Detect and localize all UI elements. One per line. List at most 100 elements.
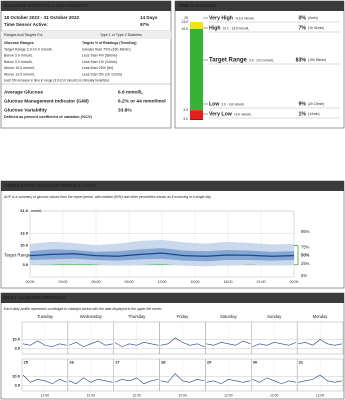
day-trace [114, 377, 159, 385]
x-tick-label: 15:00 [191, 280, 200, 284]
day-trace [68, 340, 113, 348]
stats-title: GLUCOSE STATISTICS AND TARGETS [4, 3, 88, 8]
day-date: 26 [69, 360, 74, 365]
y-unit: mmol/L [31, 209, 42, 213]
y-tick-label: 13.9 [20, 230, 29, 235]
targets-header-left: Ranges And Targets For [4, 33, 43, 37]
targets-header-right: Type 1 or Type 2 Diabetes [100, 33, 142, 37]
weekday: Monday [313, 314, 329, 319]
day-trace [252, 342, 297, 348]
median-line [29, 252, 295, 257]
target-goal: Less than 1% (14min) [82, 60, 117, 64]
tir-time: (2h 10min) [308, 102, 324, 106]
agp-header [1, 181, 344, 191]
x-tick-label: 12:00 [270, 393, 279, 397]
target-goal: Greater than 70% (16h 48min) [82, 47, 131, 51]
tir-time: (19h 55min) [308, 58, 326, 62]
daily-title: DAILY GLUCOSE PROFILES [4, 295, 66, 300]
y-tick-label: 10.0 [20, 243, 29, 248]
day-trace [252, 377, 297, 385]
x-tick-label: 18:00 [224, 280, 233, 284]
x-tick-label: 12:00 [41, 393, 50, 397]
tir-name: Low [209, 101, 220, 107]
tir-percent: 0% [299, 15, 307, 21]
tir-name: Very Low [209, 111, 233, 117]
percentile-band [30, 248, 294, 262]
y-tick-label: 21.0 [20, 208, 29, 213]
daily-header [1, 293, 344, 303]
tir-time: (0min) [308, 16, 318, 20]
metric-label: Glucose Variability [4, 107, 47, 113]
weekday: Tuesday [37, 314, 54, 319]
percentile-label: 75% [301, 244, 310, 249]
target-goal: Less than 5% (1h 12min) [82, 72, 122, 76]
x-tick-label: 12:00 [132, 393, 141, 397]
y-tick-label: 3.9 [22, 262, 28, 267]
y-tick-label: 10.0 [12, 337, 21, 342]
day-trace [22, 340, 67, 348]
tir-bar-tick: 25 [184, 16, 188, 20]
y-tick-label: 3.9 [14, 345, 20, 350]
target-range: Above 13.9 mmol/L [4, 72, 35, 76]
daily-description: Each daily profile represents a midnight… [4, 307, 162, 311]
day-trace [206, 379, 251, 385]
x-tick-label: 12:00 [87, 393, 96, 397]
day-date: 29 [207, 360, 212, 365]
tir-header [175, 1, 344, 11]
day-date: 30 [253, 360, 258, 365]
day-trace [160, 373, 205, 383]
tir-title: TIME IN RANGES [178, 3, 216, 8]
x-tick-label: 09:00 [125, 280, 134, 284]
stats-header [1, 1, 171, 11]
metric-label: Average Glucose [4, 89, 43, 95]
period: 18 October 2022 - 31 October 2022 [4, 15, 80, 20]
percentile-label: 5% [301, 273, 307, 278]
metric-value: 33.8% [118, 107, 132, 113]
targets-col-right: Targets % of Readings (Time/Day) [82, 41, 137, 45]
day-trace [160, 337, 205, 348]
target-range: Above 10.0 mmol/L [4, 66, 35, 70]
tir-name: Very High [209, 15, 233, 21]
tir-percent: 7% [299, 25, 307, 31]
tir-percent: 9% [299, 101, 307, 107]
tir-segment [190, 22, 203, 29]
target-range: Below 3.9 mmol/L [4, 54, 33, 58]
percentile-label: 95% [301, 229, 310, 234]
sensor-value: 97% [140, 22, 149, 27]
days: 14 Days [140, 15, 158, 20]
tir-bar-tick: 3.0 [183, 117, 188, 121]
tir-bar-tick: 13.9 [181, 20, 188, 24]
y-tick-label: 10.0 [12, 374, 21, 379]
x-tick-label: 12:00 [178, 393, 187, 397]
tir-name: Target Range [209, 58, 248, 64]
x-tick-label: 00:00 [26, 280, 35, 284]
tir-segment [190, 110, 203, 120]
percentile-label: 50% [301, 253, 310, 258]
day-date: 31 [299, 360, 304, 365]
target-range: Below 3.0 mmol/L [4, 60, 33, 64]
target-range: Target Range 3.9-10.0 mmol/L [4, 47, 53, 51]
targets-col-left: Glucose Ranges [4, 41, 34, 45]
targets-head [1, 31, 171, 39]
weekday: Friday [177, 314, 190, 319]
x-tick-label: 12:00 [224, 393, 233, 397]
x-tick-label: 21:00 [257, 280, 266, 284]
x-tick-label: 12:00 [158, 280, 167, 284]
targets-note: Each 5% increase in time in range (3.9-1… [4, 78, 110, 82]
weekday: Thursday [128, 314, 146, 319]
day-trace [68, 377, 113, 385]
day-trace [298, 374, 343, 383]
metric-label: Glucose Management Indicator (GMI) [4, 98, 89, 104]
day-trace [298, 339, 343, 346]
weekday: Sunday [267, 314, 282, 319]
weekday: Wednesday [80, 314, 103, 319]
day-date: 28 [161, 360, 166, 365]
day-trace [22, 374, 67, 385]
metric-value: 6.2% or 44 mmol/mol [118, 98, 166, 104]
tir-bar-tick: 10.0 [181, 27, 188, 31]
y-tick-label: 3.9 [14, 382, 20, 387]
tir-range: 3.9 - 10.0 mmol/L [249, 58, 274, 62]
x-tick-label: 03:00 [59, 280, 68, 284]
